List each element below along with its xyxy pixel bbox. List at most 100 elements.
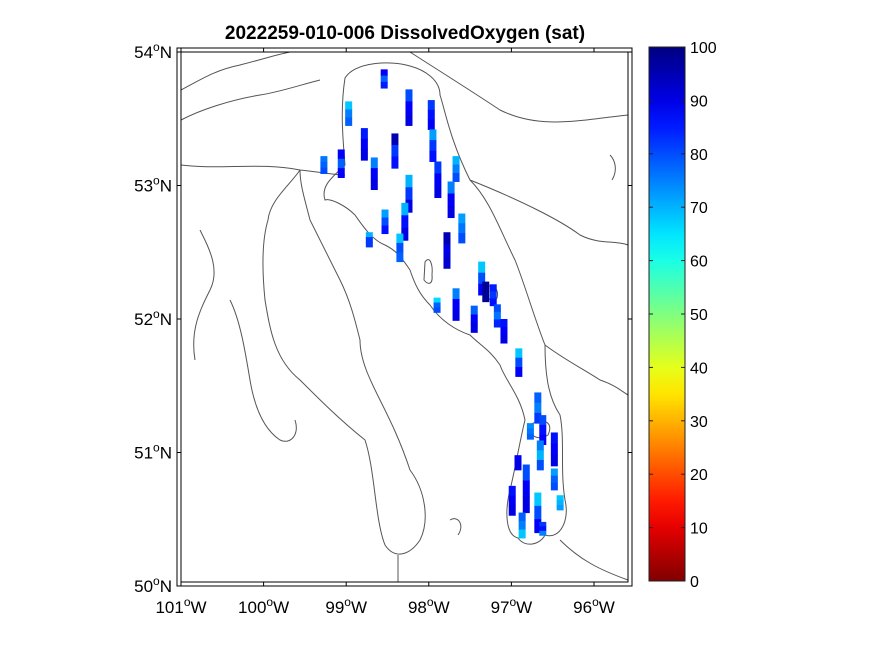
station-cell	[381, 209, 389, 219]
station-cell	[380, 81, 388, 89]
colorbar-tick-label: 70	[690, 200, 708, 217]
station-bar	[550, 468, 558, 491]
station-cell	[550, 454, 558, 467]
station-bar	[515, 348, 523, 377]
station-cell	[433, 297, 441, 304]
station-bar	[370, 157, 378, 191]
station-cell	[443, 232, 451, 245]
station-cell	[405, 199, 413, 213]
station-cell	[345, 101, 353, 110]
station-cell	[536, 460, 544, 471]
station-cell	[337, 168, 345, 178]
station-cell	[396, 252, 404, 263]
station-bar	[482, 281, 490, 303]
station-bar	[534, 392, 542, 424]
station-cell	[429, 129, 437, 141]
station-bar	[536, 440, 544, 471]
station-cell	[534, 505, 542, 520]
station-cell	[452, 164, 460, 174]
land-contour	[180, 51, 321, 121]
station-cell	[493, 304, 501, 313]
station-cell	[360, 149, 368, 161]
station-bar	[429, 129, 437, 162]
station-bar	[478, 261, 486, 296]
station-cell	[370, 168, 378, 180]
station-cell	[508, 505, 516, 516]
station-cell	[365, 232, 373, 238]
station-cell	[515, 357, 523, 368]
colorbar-tick-label: 80	[690, 147, 708, 164]
station-cell	[526, 428, 534, 435]
colorbar-tick-label: 0	[690, 574, 699, 591]
station-cell	[556, 495, 564, 501]
station-cell	[500, 335, 508, 344]
chart-title: 2022259-010-006 DissolvedOxygen (sat)	[225, 23, 585, 44]
station-cell	[391, 156, 399, 169]
station-cell	[405, 89, 413, 102]
station-cell	[550, 475, 558, 484]
station-cell	[401, 227, 409, 241]
station-cell	[429, 140, 437, 152]
station-bars	[320, 69, 564, 539]
station-cell	[396, 233, 404, 244]
station-cell	[396, 242, 404, 253]
station-cell	[405, 101, 413, 114]
station-cell	[433, 302, 441, 308]
station-cell	[360, 128, 368, 140]
station-cell	[493, 311, 501, 320]
lake-winnipeg-shore	[323, 62, 567, 545]
station-cell	[443, 256, 451, 269]
station-cell	[470, 323, 478, 333]
station-cell	[489, 291, 497, 300]
station-cell	[370, 157, 378, 169]
station-cell	[489, 284, 497, 292]
station-cell	[452, 309, 460, 321]
station-cell	[539, 424, 547, 436]
station-cell	[515, 348, 523, 359]
colorbar-tick-label: 20	[690, 467, 708, 484]
station-cell	[401, 215, 409, 229]
station-bar	[500, 319, 508, 344]
station-cell	[320, 161, 328, 169]
station-cell	[556, 505, 564, 511]
station-cell	[370, 178, 378, 191]
station-cell	[478, 261, 486, 274]
lake-winnipegosis-shore	[180, 164, 426, 555]
station-cell	[518, 512, 526, 522]
station-cell	[443, 244, 451, 257]
station-bar	[337, 149, 345, 178]
station-cell	[380, 75, 388, 83]
station-cell	[470, 305, 478, 316]
station-bar	[458, 213, 466, 244]
station-cell	[508, 495, 516, 506]
station-cell	[380, 69, 388, 77]
station-cell	[536, 440, 544, 451]
station-bar	[539, 521, 547, 536]
station-bar	[380, 69, 388, 89]
station-cell	[550, 482, 558, 491]
land-contour	[544, 344, 629, 396]
lat-tick-label: 52oN	[134, 307, 172, 329]
station-cell	[536, 450, 544, 461]
map-axes: 101oW 100oW 99oW 98oW 97oW 96oW 54oN 53oN 52oN 51…	[134, 40, 633, 617]
station-bar	[396, 233, 404, 263]
station-cell	[514, 455, 522, 461]
station-cell	[405, 113, 413, 126]
station-cell	[482, 281, 490, 289]
station-cell	[447, 205, 455, 219]
station-cell	[458, 233, 466, 244]
station-bar	[518, 512, 526, 539]
station-cell	[447, 193, 455, 207]
station-cell	[526, 423, 534, 429]
station-cell	[405, 187, 413, 201]
station-bar	[452, 156, 460, 182]
station-cell	[447, 181, 455, 195]
station-bar	[427, 100, 435, 130]
station-bar	[447, 181, 455, 219]
station-cell	[514, 460, 522, 466]
station-cell	[452, 288, 460, 300]
station-cell	[482, 288, 490, 296]
land-contour	[449, 154, 616, 536]
station-cell	[534, 519, 542, 534]
station-cell	[534, 402, 542, 414]
